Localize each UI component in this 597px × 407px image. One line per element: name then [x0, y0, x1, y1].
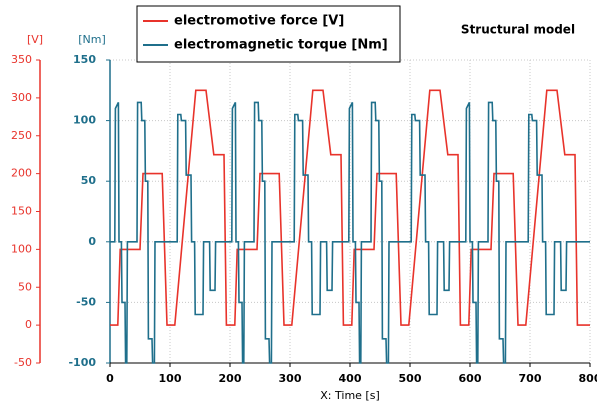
- legend-label: electromotive force [V]: [174, 14, 344, 29]
- y-tick-label: 150: [73, 53, 96, 66]
- y-tick-label: -100: [68, 356, 96, 369]
- y2-tick-label: 250: [11, 129, 32, 142]
- chart-title: Structural model: [461, 23, 575, 37]
- y2-axis-label: [V]: [27, 33, 43, 46]
- y2-tick-label: 50: [18, 280, 32, 293]
- legend-box: [136, 5, 401, 63]
- x-axis-label: X: Time [s]: [320, 389, 379, 402]
- y-tick-label: -50: [76, 295, 96, 308]
- y-axis-label: [Nm]: [78, 33, 106, 46]
- series-line: [110, 89, 590, 326]
- y2-tick-label: 0: [25, 318, 32, 331]
- x-tick-label: 200: [219, 372, 242, 385]
- x-tick-label: 600: [459, 372, 482, 385]
- y-tick-label: 100: [73, 114, 96, 127]
- y2-tick-label: 300: [11, 91, 32, 104]
- y2-tick-label: 350: [11, 53, 32, 66]
- y2-tick-label: 200: [11, 167, 32, 180]
- x-tick-label: 800: [579, 372, 597, 385]
- y2-tick-label: -50: [14, 356, 32, 369]
- y2-tick-label: 150: [11, 205, 32, 218]
- y2-tick-label: 100: [11, 242, 32, 255]
- x-tick-label: 500: [399, 372, 422, 385]
- x-tick-label: 400: [339, 372, 362, 385]
- legend-label: electromagnetic torque [Nm]: [174, 38, 388, 53]
- y-tick-label: 0: [88, 235, 96, 248]
- x-tick-label: 700: [519, 372, 542, 385]
- x-tick-label: 100: [159, 372, 182, 385]
- series-line: [110, 101, 590, 364]
- y-tick-label: 50: [81, 174, 97, 187]
- x-tick-label: 300: [279, 372, 302, 385]
- x-tick-label: 0: [106, 372, 114, 385]
